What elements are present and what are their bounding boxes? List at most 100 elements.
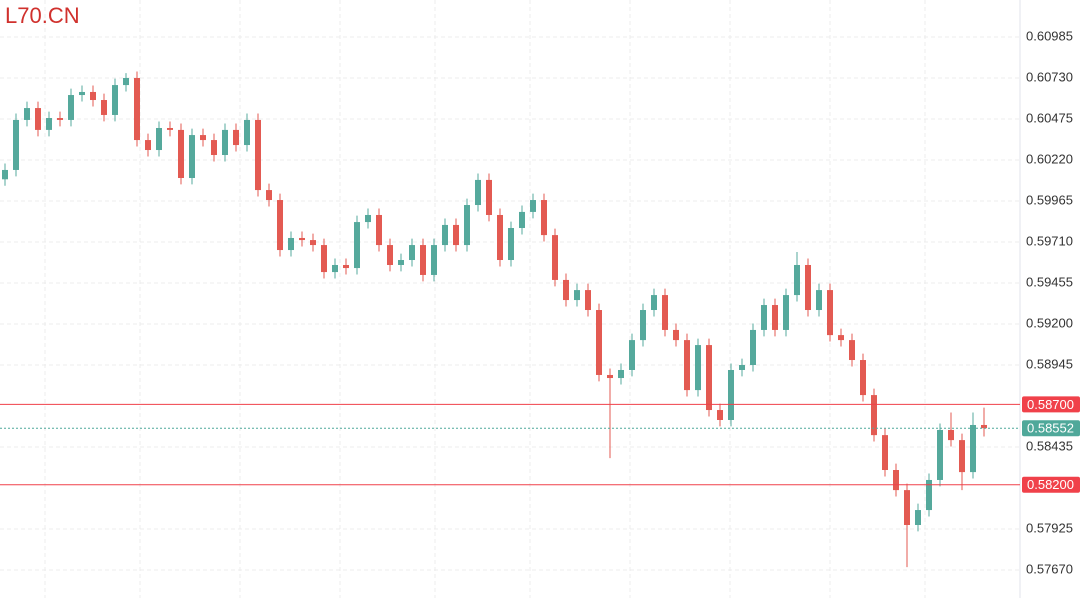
- candle-body: [387, 245, 393, 265]
- candle-body: [794, 264, 800, 296]
- candle-body: [706, 345, 712, 411]
- candle-body: [497, 214, 503, 261]
- candle-body: [90, 91, 96, 101]
- candle-body: [35, 108, 41, 130]
- candle-body: [420, 245, 426, 275]
- y-tick-label: 0.59965: [1026, 192, 1073, 207]
- y-tick-label: 0.60985: [1026, 28, 1073, 43]
- candle-body: [68, 95, 74, 120]
- price-label: 0.58552: [1027, 421, 1074, 436]
- candle-body: [849, 340, 855, 361]
- y-tick-label: 0.60220: [1026, 151, 1073, 166]
- candle-body: [189, 135, 195, 179]
- candle-body: [519, 211, 525, 229]
- price-label: 0.58700: [1027, 397, 1074, 412]
- candle-body: [640, 310, 646, 341]
- y-tick-label: 0.60730: [1026, 69, 1073, 84]
- candle-body: [684, 340, 690, 391]
- candle-body: [871, 395, 877, 436]
- candle-body: [266, 190, 272, 201]
- y-tick-label: 0.59455: [1026, 274, 1073, 289]
- candle-body: [453, 224, 459, 246]
- candle-body: [233, 129, 239, 146]
- candle-body: [376, 214, 382, 246]
- candle-body: [717, 410, 723, 420]
- candle-body: [695, 345, 701, 391]
- price-label-box: [1022, 476, 1080, 493]
- candle-body: [442, 224, 448, 246]
- candle-body: [893, 470, 899, 491]
- candle-body: [530, 200, 536, 212]
- candle-body: [24, 108, 30, 120]
- candle-body: [948, 429, 954, 441]
- candle-body: [101, 100, 107, 115]
- candle-body: [255, 119, 261, 191]
- candle-body: [244, 119, 250, 146]
- candle-body: [585, 290, 591, 311]
- candle-body: [79, 91, 85, 96]
- candle-body: [13, 119, 19, 170]
- y-tick-label: 0.60475: [1026, 110, 1073, 125]
- candle-body: [860, 360, 866, 396]
- candle-body: [321, 245, 327, 273]
- candle-body: [816, 290, 822, 311]
- candle-body: [552, 235, 558, 280]
- candle-body: [838, 335, 844, 341]
- candle-body: [57, 118, 63, 120]
- chart-title: L70.CN: [5, 3, 80, 28]
- candle-body: [156, 127, 162, 151]
- candle-body: [200, 135, 206, 141]
- candle-body: [882, 435, 888, 471]
- candle-body: [123, 77, 129, 86]
- y-tick-label: 0.58945: [1026, 356, 1073, 371]
- candle-body: [343, 264, 349, 269]
- candle-body: [772, 305, 778, 330]
- candle-body: [651, 295, 657, 311]
- candle-body: [937, 429, 943, 480]
- candle-body: [134, 77, 140, 141]
- candle-body: [805, 264, 811, 311]
- candle-body: [2, 169, 8, 180]
- candle-body: [475, 179, 481, 206]
- y-tick-label: 0.59710: [1026, 233, 1073, 248]
- candle-body: [332, 264, 338, 273]
- candle-body: [310, 240, 316, 246]
- candle-body: [673, 329, 679, 341]
- candle-body: [959, 440, 965, 473]
- y-tick-label: 0.59200: [1026, 315, 1073, 330]
- candle-body: [827, 290, 833, 336]
- candle-body: [365, 214, 371, 223]
- candle-body: [211, 140, 217, 156]
- candle-body: [541, 200, 547, 236]
- candle-body: [926, 479, 932, 511]
- candle-body: [409, 245, 415, 261]
- y-tick-label: 0.57925: [1026, 520, 1073, 535]
- candle-body: [596, 310, 602, 375]
- candle-body: [222, 129, 228, 156]
- candle-body: [354, 222, 360, 269]
- candle-body: [761, 305, 767, 330]
- candle-body: [464, 205, 470, 246]
- candle-body: [915, 510, 921, 525]
- candle-body: [277, 200, 283, 251]
- candle-body: [662, 295, 668, 330]
- candle-body: [563, 279, 569, 301]
- candle-body: [970, 424, 976, 473]
- candle-body: [398, 260, 404, 265]
- candle-body: [508, 228, 514, 261]
- candle-body: [145, 140, 151, 151]
- price-label-box: [1022, 396, 1080, 413]
- price-label-box: [1022, 420, 1080, 437]
- candle-body: [486, 179, 492, 215]
- candle-body: [607, 374, 613, 379]
- candle-body: [299, 237, 305, 241]
- y-tick-label: 0.57670: [1026, 561, 1073, 576]
- candle-body: [167, 127, 173, 130]
- candle-body: [981, 424, 987, 429]
- candle-body: [178, 129, 184, 179]
- candle-body: [629, 340, 635, 370]
- y-tick-label: 0.58435: [1026, 438, 1073, 453]
- candle-body: [904, 490, 910, 525]
